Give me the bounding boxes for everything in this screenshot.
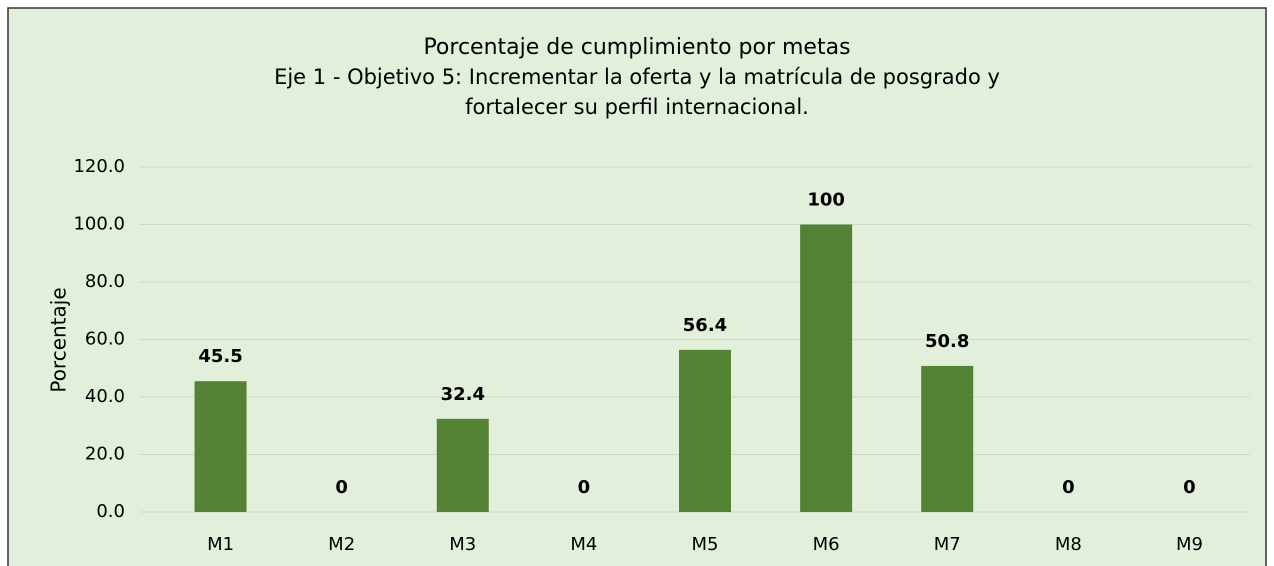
data-label: 32.4 (441, 384, 485, 405)
data-label: 0 (578, 477, 591, 498)
data-label: 100 (807, 190, 845, 211)
x-tick-label: M9 (1176, 534, 1203, 555)
x-tick-label: M4 (570, 534, 597, 555)
y-tick-label: 40.0 (85, 386, 125, 407)
x-tick-label: M5 (692, 534, 719, 555)
x-tick-label: M6 (813, 534, 840, 555)
x-tick-label: M3 (449, 534, 476, 555)
data-label: 45.5 (198, 346, 242, 367)
chart-title: Porcentaje de cumplimiento por metas (423, 35, 850, 60)
chart-subtitle: Eje 1 - Objetivo 5: Incrementar la ofert… (274, 65, 1000, 89)
y-tick-label: 80.0 (85, 271, 125, 292)
y-tick-label: 60.0 (85, 329, 125, 350)
data-label: 0 (1183, 477, 1196, 498)
bar (679, 349, 731, 512)
x-tick-label: M7 (934, 534, 961, 555)
chart-subtitle: fortalecer su perfil internacional. (465, 95, 809, 119)
bar (921, 365, 974, 512)
y-tick-label: 0.0 (96, 501, 125, 522)
data-label: 56.4 (683, 315, 727, 336)
data-label: 0 (1062, 477, 1075, 498)
y-tick-label: 100.0 (73, 214, 125, 235)
x-tick-label: M1 (207, 534, 234, 555)
bar (436, 418, 489, 512)
data-label: 50.8 (925, 331, 969, 352)
x-tick-label: M2 (328, 534, 355, 555)
y-tick-label: 120.0 (73, 156, 125, 177)
bar (800, 224, 853, 512)
y-tick-label: 20.0 (85, 444, 125, 465)
data-label: 0 (335, 477, 348, 498)
x-tick-label: M8 (1055, 534, 1082, 555)
bar (194, 381, 247, 512)
y-axis-label: Porcentaje (47, 287, 71, 392)
